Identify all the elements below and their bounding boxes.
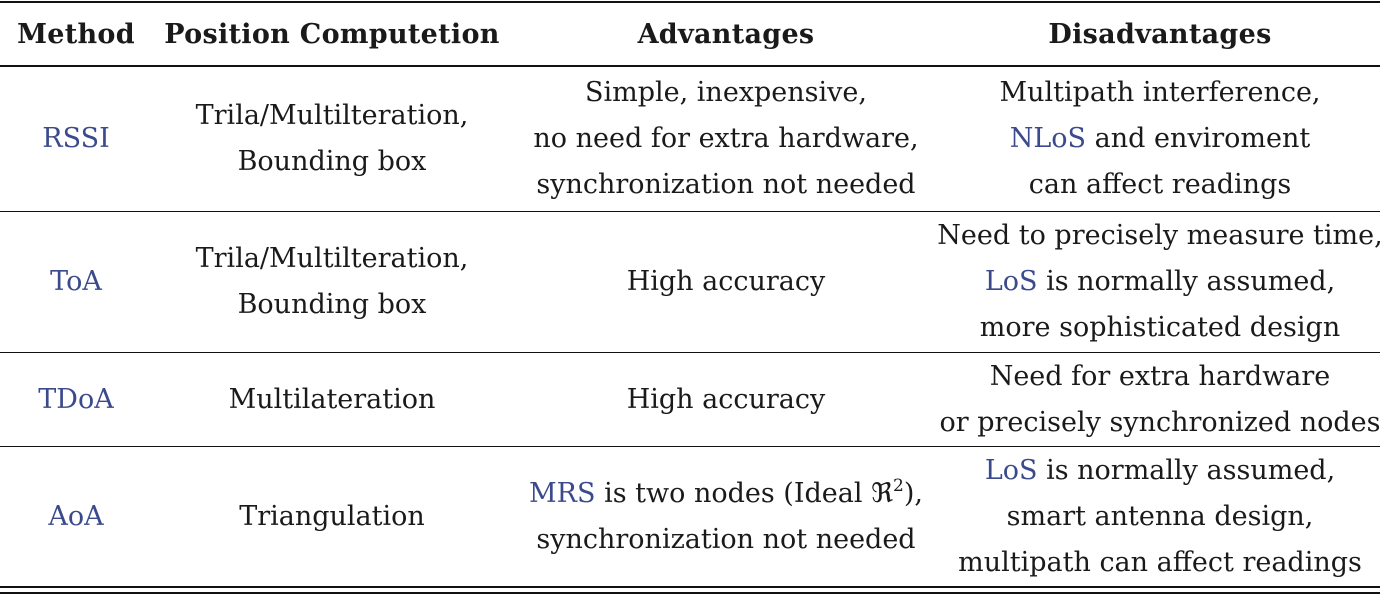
position-line: Triangulation: [239, 500, 425, 532]
disadvantages-text: is normally assumed,: [1037, 454, 1336, 486]
table-row: TDoA: [0, 353, 152, 446]
disadvantages-line: NLoS and enviroment: [1010, 116, 1311, 162]
advantages-text: ),: [903, 477, 923, 509]
advantages-line: synchronization not needed: [536, 523, 916, 555]
disadvantages-line: LoS is normally assumed,: [985, 448, 1335, 494]
position-cell: Trila/Multilteration, Bounding box: [152, 67, 512, 211]
disadvantages-cell: Multipath interference, NLoS and envirom…: [940, 67, 1380, 211]
los-link[interactable]: LoS: [984, 266, 1038, 297]
mrs-link[interactable]: MRS: [529, 477, 596, 509]
header-method: Method: [17, 18, 135, 50]
method-link-toa[interactable]: ToA: [50, 266, 102, 297]
table-row: AoA: [0, 447, 152, 586]
disadvantages-line: or precisely synchronized nodes: [939, 406, 1380, 438]
method-link-tdoa[interactable]: TDoA: [38, 383, 114, 415]
advantages-line: synchronization not needed: [536, 169, 916, 200]
disadvantages-line: Need for extra hardware: [989, 360, 1331, 392]
disadvantages-line: LoS is normally assumed,: [985, 259, 1335, 305]
position-line: Multilateration: [228, 383, 436, 415]
advantages-line: High accuracy: [626, 266, 826, 297]
disadvantages-text: is normally assumed,: [1037, 266, 1336, 297]
table-top-rule: [0, 1, 1380, 3]
position-line: Trila/Multilteration,: [195, 100, 469, 131]
position-line: Trila/Multilteration,: [195, 243, 469, 274]
advantages-cell: High accuracy: [512, 212, 940, 352]
row-divider: [0, 446, 1380, 447]
disadvantages-line: Need to precisely measure time,: [937, 220, 1380, 251]
table-bottom-rule: [0, 586, 1380, 588]
position-line: Bounding box: [237, 146, 427, 177]
advantages-cell: Simple, inexpensive, no need for extra h…: [512, 67, 940, 211]
advantages-text: is two nodes (Ideal: [595, 477, 872, 509]
disadvantages-cell: Need to precisely measure time, LoS is n…: [937, 212, 1380, 352]
position-cell: Trila/Multilteration, Bounding box: [152, 212, 512, 352]
header-advantages: Advantages: [637, 18, 815, 50]
disadvantages-line: can affect readings: [1028, 169, 1292, 200]
nlos-link[interactable]: NLoS: [1009, 123, 1087, 154]
header-disadvantages: Disadvantages: [1048, 18, 1272, 50]
header-position-computation: Position Computetion: [164, 18, 500, 50]
advantages-cell: MRS is two nodes (Ideal ℜ2), synchroniza…: [512, 447, 940, 586]
disadvantages-cell: LoS is normally assumed, smart antenna d…: [940, 447, 1380, 586]
disadvantages-line: smart antenna design,: [1006, 500, 1314, 532]
position-cell: Multilateration: [152, 353, 512, 446]
position-cell: Triangulation: [152, 447, 512, 586]
table-bottom-rule: [0, 592, 1380, 594]
disadvantages-cell: Need for extra hardware or precisely syn…: [940, 353, 1380, 446]
row-divider: [0, 211, 1380, 212]
superscript: 2: [893, 475, 904, 496]
advantages-line: High accuracy: [626, 383, 826, 415]
disadvantages-line: more sophisticated design: [979, 312, 1341, 343]
disadvantages-line: multipath can affect readings: [958, 546, 1362, 578]
table-row: ToA: [0, 212, 152, 352]
method-link-rssi[interactable]: RSSI: [42, 123, 110, 154]
method-link-aoa[interactable]: AoA: [48, 500, 104, 532]
advantages-cell: High accuracy: [512, 353, 940, 446]
disadvantages-text: and enviroment: [1086, 123, 1311, 154]
row-divider: [0, 352, 1380, 353]
los-link[interactable]: LoS: [984, 454, 1038, 486]
real-part-symbol: ℜ: [871, 477, 894, 509]
disadvantages-line: Multipath interference,: [999, 77, 1321, 108]
advantages-line: Simple, inexpensive,: [585, 77, 867, 108]
table-row: RSSI: [0, 67, 152, 211]
advantages-line: MRS is two nodes (Ideal ℜ2),: [529, 471, 923, 517]
table-header-rule: [0, 65, 1380, 67]
advantages-line: no need for extra hardware,: [533, 123, 919, 154]
position-line: Bounding box: [237, 289, 427, 320]
